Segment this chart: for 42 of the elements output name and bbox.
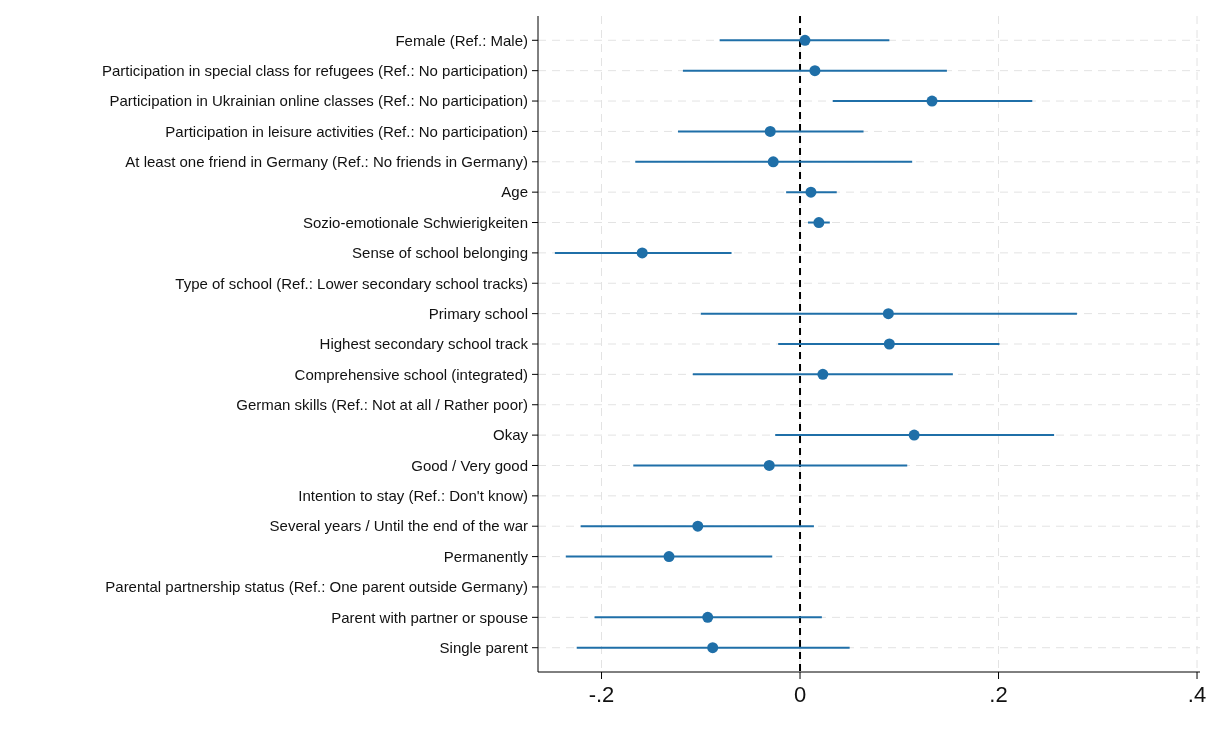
point: [799, 34, 811, 46]
point: [707, 642, 719, 654]
point: [767, 156, 779, 168]
y-tick-label: Comprehensive school (integrated): [294, 365, 528, 383]
y-tick-label: Good / Very good: [411, 456, 528, 474]
y-tick-label: Parental partnership status (Ref.: One parent outside Germany): [105, 578, 528, 596]
x-tick-label: .2: [989, 682, 1008, 707]
point: [813, 217, 825, 229]
point: [926, 95, 938, 107]
y-tick-label: Single parent: [439, 638, 529, 656]
y-tick-label: Sozio-emotionale Schwierigkeiten: [302, 213, 528, 231]
point: [883, 338, 895, 350]
point: [805, 186, 817, 198]
y-tick-label: Primary school: [428, 304, 528, 322]
y-tick-label: Participation in leisure activities (Ref.: No participation): [165, 122, 528, 140]
y-tick-label: Permanently: [443, 547, 529, 565]
x-tick-label: 0: [793, 682, 807, 707]
y-tick-label: Sense of school belonging: [352, 244, 528, 262]
y-tick-label: Participation in special class for refugees (Ref.: No participation): [101, 61, 528, 79]
point: [702, 611, 714, 623]
point: [763, 459, 775, 471]
y-tick-label: German skills (Ref.: Not at all / Rather poor): [236, 395, 528, 413]
y-tick-label: Type of school (Ref.: Lower secondary school tracks): [175, 274, 528, 292]
y-tick-label: Several years / Until the end of the war: [269, 517, 528, 535]
y-tick-label: Age: [501, 183, 528, 201]
y-tick-label: Female (Ref.: Male): [395, 31, 528, 49]
point: [636, 247, 648, 259]
point: [764, 125, 776, 137]
x-tick-label: .4: [1187, 682, 1207, 707]
point: [817, 368, 829, 380]
point: [663, 551, 675, 563]
y-tick-label: Highest secondary school track: [319, 335, 529, 353]
point: [908, 429, 920, 441]
point: [692, 520, 704, 532]
y-tick-label: Participation in Ukrainian online classes (Ref.: No participation): [109, 92, 528, 110]
y-tick-label: Intention to stay (Ref.: Don't know): [298, 487, 528, 505]
y-tick-label: Okay: [492, 426, 529, 444]
y-tick-label: At least one friend in Germany (Ref.: No friends in Germany): [125, 153, 528, 171]
point: [882, 308, 894, 320]
y-tick-label: Parent with partner or spouse: [331, 608, 528, 626]
point: [809, 65, 821, 77]
x-tick-label: -.2: [588, 682, 615, 707]
